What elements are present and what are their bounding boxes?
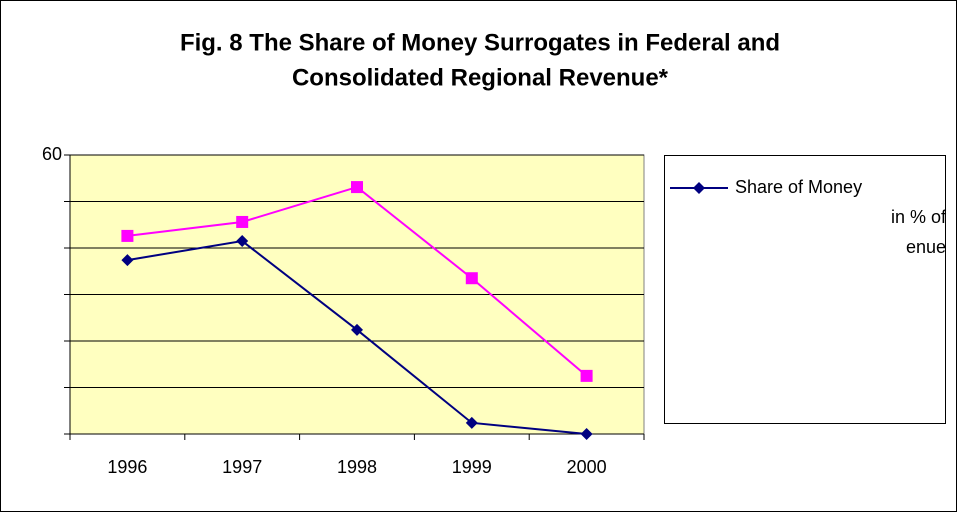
x-tick-label: 1998 (337, 457, 377, 477)
marker (121, 229, 134, 242)
marker (236, 215, 249, 228)
x-tick-label: 1996 (107, 457, 147, 477)
marker (351, 323, 363, 336)
marker (236, 235, 249, 248)
y-tick-label: 60 (42, 144, 62, 164)
marker (121, 254, 134, 267)
legend-label: in % of (891, 207, 947, 227)
marker (580, 428, 593, 440)
marker (580, 369, 593, 382)
x-tick-label: 1997 (222, 457, 262, 477)
marker (465, 272, 478, 285)
chart-title: Fig. 8 The Share of Money Surrogates in … (180, 29, 780, 56)
legend-box (664, 155, 946, 424)
marker (693, 182, 705, 194)
legend-label: Share of Money (735, 177, 862, 197)
x-tick-label: 1999 (452, 457, 492, 477)
chart-title: Consolidated Regional Revenue* (292, 64, 669, 91)
marker (465, 416, 478, 429)
x-tick-label: 2000 (567, 457, 607, 477)
legend-label: enue (906, 237, 946, 257)
marker (351, 181, 363, 194)
